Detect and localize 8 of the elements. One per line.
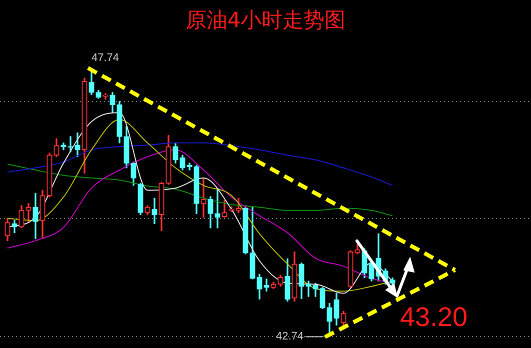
annotation: 42.74 bbox=[276, 330, 304, 343]
candlestick bbox=[264, 278, 270, 292]
text: 43.20 bbox=[400, 302, 468, 333]
candlestick bbox=[214, 188, 220, 228]
candlestick bbox=[152, 198, 158, 224]
text: 47.74 bbox=[92, 52, 120, 64]
chart-title: 原油4小时走势图 bbox=[184, 7, 347, 34]
candlestick bbox=[200, 178, 206, 218]
